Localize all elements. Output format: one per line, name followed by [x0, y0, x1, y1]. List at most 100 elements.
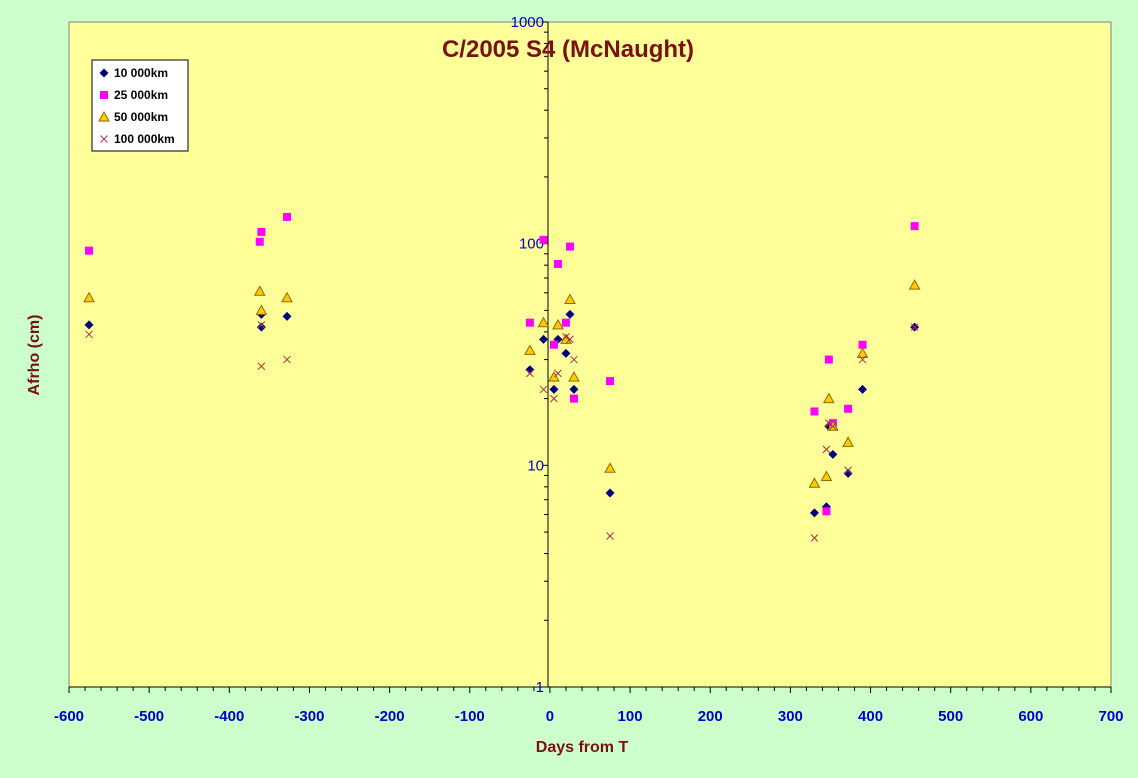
data-point-series-4 — [825, 419, 833, 427]
x-tick-label: 500 — [938, 708, 963, 725]
data-point-series-1 — [525, 365, 535, 375]
x-marker-stroke — [566, 335, 574, 344]
data-point-series-2 — [844, 404, 853, 413]
x-marker-stroke — [570, 355, 578, 364]
data-point-series-2 — [257, 227, 266, 236]
data-point-series-2 — [539, 235, 548, 244]
x-tick-label: 400 — [858, 708, 883, 725]
y-tick-label: 1 — [536, 679, 544, 696]
data-point-series-3 — [281, 291, 293, 303]
data-point-series-3 — [808, 477, 821, 488]
ticks-layer: -600 -500 -400 -300 -200 -100 0 100 200 300 400 500… — [54, 14, 1124, 725]
x-marker-stroke — [858, 355, 867, 364]
data-point-series-3 — [823, 392, 835, 404]
x-tick-label: 200 — [698, 708, 723, 725]
data-point-series-4 — [844, 466, 852, 475]
data-point-series-3 — [524, 344, 536, 355]
data-point-series-4 — [570, 355, 578, 364]
y-tick-label: 1000 — [511, 14, 544, 31]
data-point-series-2 — [85, 246, 94, 255]
data-point-series-4 — [257, 362, 266, 371]
legend-marker-series-2 — [100, 91, 108, 99]
x-marker-stroke — [844, 466, 852, 475]
legend-marker-series-3 — [98, 110, 110, 122]
data-point-series-2 — [553, 259, 562, 268]
data-point-series-3 — [548, 371, 560, 382]
plot-area-background — [68, 21, 1112, 688]
data-point-series-4 — [810, 534, 819, 542]
legend-label-series-2: 25 000km — [114, 88, 168, 102]
data-point-series-1 — [282, 311, 292, 321]
data-point-series-2 — [561, 318, 570, 327]
data-point-series-4 — [858, 355, 867, 364]
data-point-series-3 — [842, 436, 854, 447]
x-tick-label: 600 — [1018, 708, 1043, 725]
legend-entries: 10 000km 25 000km 50 000km 100 000km — [98, 66, 175, 146]
x-marker-stroke — [100, 135, 108, 143]
x-tick-label: -200 — [375, 708, 405, 725]
data-point-series-2 — [824, 355, 833, 364]
legend-marker-series-1 — [99, 68, 109, 78]
x-tick-label: -500 — [134, 708, 164, 725]
legend-box — [91, 59, 189, 152]
legend-label-series-4: 100 000km — [114, 132, 175, 146]
data-point-series-1 — [809, 508, 819, 518]
data-point-series-3 — [537, 316, 550, 328]
y-axis-label: Afrho (cm) — [26, 315, 43, 396]
x-tick-label: -400 — [214, 708, 244, 725]
data-point-series-4 — [562, 332, 570, 341]
data-point-series-1 — [84, 320, 94, 330]
x-marker-stroke — [257, 321, 266, 329]
x-marker-stroke — [822, 445, 831, 454]
axes-layer — [69, 22, 1111, 688]
data-point-series-4 — [829, 422, 837, 431]
data-point-series-1 — [539, 334, 549, 344]
data-point-series-2 — [283, 212, 292, 221]
data-point-series-1 — [256, 322, 266, 332]
legend-marker-series-4 — [100, 135, 108, 143]
data-point-series-2 — [565, 242, 574, 251]
x-marker-stroke — [550, 394, 558, 403]
data-point-series-4 — [526, 369, 534, 378]
x-axis-label: Days from T — [536, 739, 629, 756]
legend-label-series-3: 50 000km — [114, 110, 168, 124]
data-point-series-4 — [550, 394, 558, 403]
chart-title: C/2005 S4 (McNaught) — [442, 36, 694, 63]
x-marker-stroke — [85, 330, 93, 339]
x-tick-label: -600 — [54, 708, 84, 725]
data-point-series-3 — [820, 470, 833, 482]
x-marker-stroke — [539, 385, 548, 394]
y-tick-label: 100 — [519, 236, 544, 253]
x-marker-stroke — [829, 422, 837, 431]
data-point-series-4 — [822, 445, 831, 454]
data-point-series-2 — [255, 237, 264, 246]
data-point-series-3 — [552, 318, 564, 330]
data-point-series-2 — [606, 377, 615, 386]
data-point-series-2 — [549, 340, 558, 349]
data-point-series-3 — [568, 371, 580, 382]
data-point-series-3 — [604, 462, 616, 473]
data-point-series-1 — [828, 449, 838, 459]
x-marker-stroke — [910, 323, 919, 332]
x-tick-label: 100 — [618, 708, 643, 725]
data-point-series-4 — [910, 323, 919, 332]
data-point-series-3 — [253, 285, 266, 296]
data-point-series-4 — [257, 321, 266, 329]
x-tick-label: -300 — [294, 708, 324, 725]
x-tick-label: -100 — [455, 708, 485, 725]
data-point-series-2 — [910, 222, 919, 231]
data-point-series-3 — [908, 279, 921, 290]
legend-label-series-1: 10 000km — [114, 66, 168, 80]
x-tick-label: 0 — [546, 708, 554, 725]
data-point-series-2 — [810, 407, 819, 416]
data-point-series-1 — [549, 384, 559, 394]
data-point-series-1 — [565, 309, 575, 319]
data-point-series-3 — [255, 304, 268, 315]
data-point-series-4 — [85, 330, 93, 339]
data-point-series-1 — [605, 488, 615, 498]
x-marker-stroke — [810, 534, 819, 542]
data-point-series-3 — [856, 347, 869, 358]
data-point-series-4 — [566, 335, 574, 344]
x-marker-stroke — [257, 362, 266, 371]
data-point-series-4 — [283, 355, 291, 364]
